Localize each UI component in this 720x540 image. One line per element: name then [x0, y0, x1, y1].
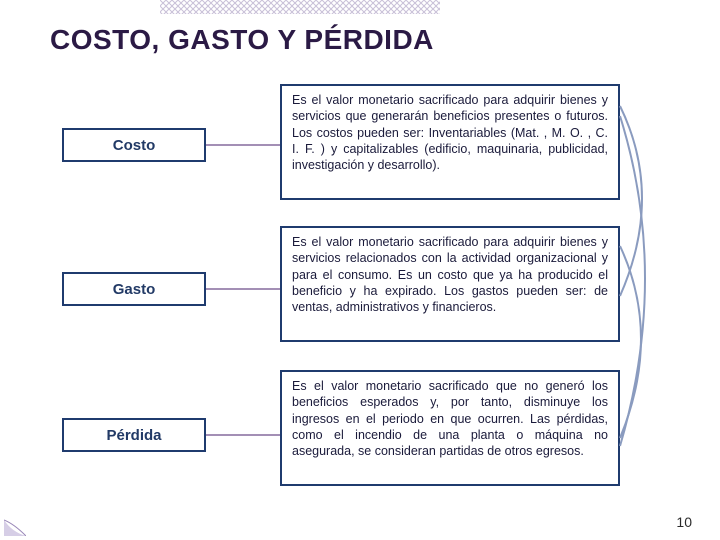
definition-box-perdida: Es el valor monetario sacrificado que no…: [280, 370, 620, 486]
top-decorative-bar: [160, 0, 440, 14]
definition-text: Es el valor monetario sacrificado para a…: [292, 93, 608, 172]
term-box-costo: Costo: [62, 128, 206, 162]
term-box-perdida: Pérdida: [62, 418, 206, 452]
connector-line: [206, 288, 280, 290]
term-label: Pérdida: [106, 427, 161, 444]
definition-text: Es el valor monetario sacrificado para a…: [292, 235, 608, 314]
term-label: Costo: [113, 137, 156, 154]
term-label: Gasto: [113, 281, 156, 298]
definition-text: Es el valor monetario sacrificado que no…: [292, 379, 608, 458]
side-arcs-icon: [612, 76, 672, 496]
page-curl-icon: [4, 514, 26, 536]
definition-box-costo: Es el valor monetario sacrificado para a…: [280, 84, 620, 200]
connector-line: [206, 434, 280, 436]
hatch-pattern-icon: [160, 0, 440, 14]
connector-line: [206, 144, 280, 146]
term-box-gasto: Gasto: [62, 272, 206, 306]
page-number: 10: [676, 514, 692, 530]
definition-box-gasto: Es el valor monetario sacrificado para a…: [280, 226, 620, 342]
page-title: COSTO, GASTO Y PÉRDIDA: [50, 24, 434, 56]
